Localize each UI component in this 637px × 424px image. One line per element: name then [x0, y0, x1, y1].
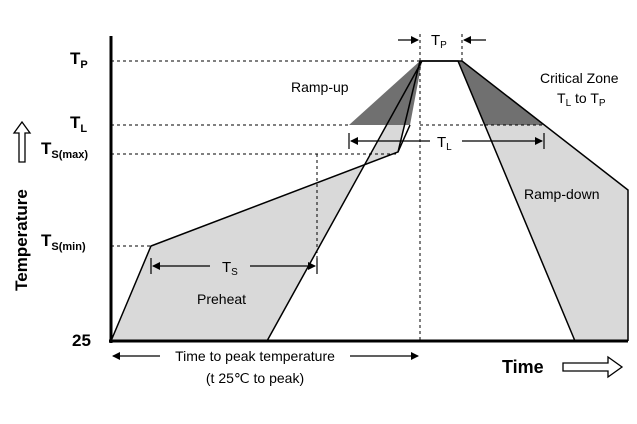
- tp-dimension-label: TP: [431, 32, 447, 51]
- time-to-peak-sub-label: (t 25℃ to peak): [206, 370, 304, 386]
- preheat-label: Preheat: [197, 291, 246, 307]
- temperature-up-arrow-icon: [12, 120, 32, 163]
- lower-profile: [266, 60, 576, 342]
- critical-zone-range-label: TL to TP: [557, 90, 606, 109]
- profile-outlines: [110, 60, 629, 342]
- ts-dimension-label: TS: [222, 259, 238, 278]
- critical-zone-right-fill: [458, 61, 544, 125]
- y-label-base: 25: [72, 331, 91, 350]
- tl-dimension-label: TL: [437, 134, 452, 153]
- ramp-up-label: Ramp-up: [291, 79, 349, 95]
- y-label-tp: TP: [70, 49, 88, 71]
- y-axis-title: Temperature: [12, 189, 31, 291]
- critical-zone-label: Critical Zone: [540, 70, 619, 86]
- ramp-down-label: Ramp-down: [524, 186, 599, 202]
- upper-profile: [110, 60, 629, 342]
- ts-max-boundary: [397, 124, 411, 153]
- y-label-ts-min: TS(min): [41, 231, 86, 253]
- time-to-peak-label: Time to peak temperature: [175, 348, 335, 364]
- reference-lines: [111, 34, 544, 341]
- y-label-tl: TL: [70, 113, 87, 135]
- critical-zone-left-fill: [349, 61, 422, 125]
- profile-band-fill: [111, 61, 628, 341]
- y-label-ts-max: TS(max): [41, 139, 88, 161]
- time-right-arrow-icon: [562, 355, 624, 379]
- x-axis-title: Time: [502, 357, 544, 377]
